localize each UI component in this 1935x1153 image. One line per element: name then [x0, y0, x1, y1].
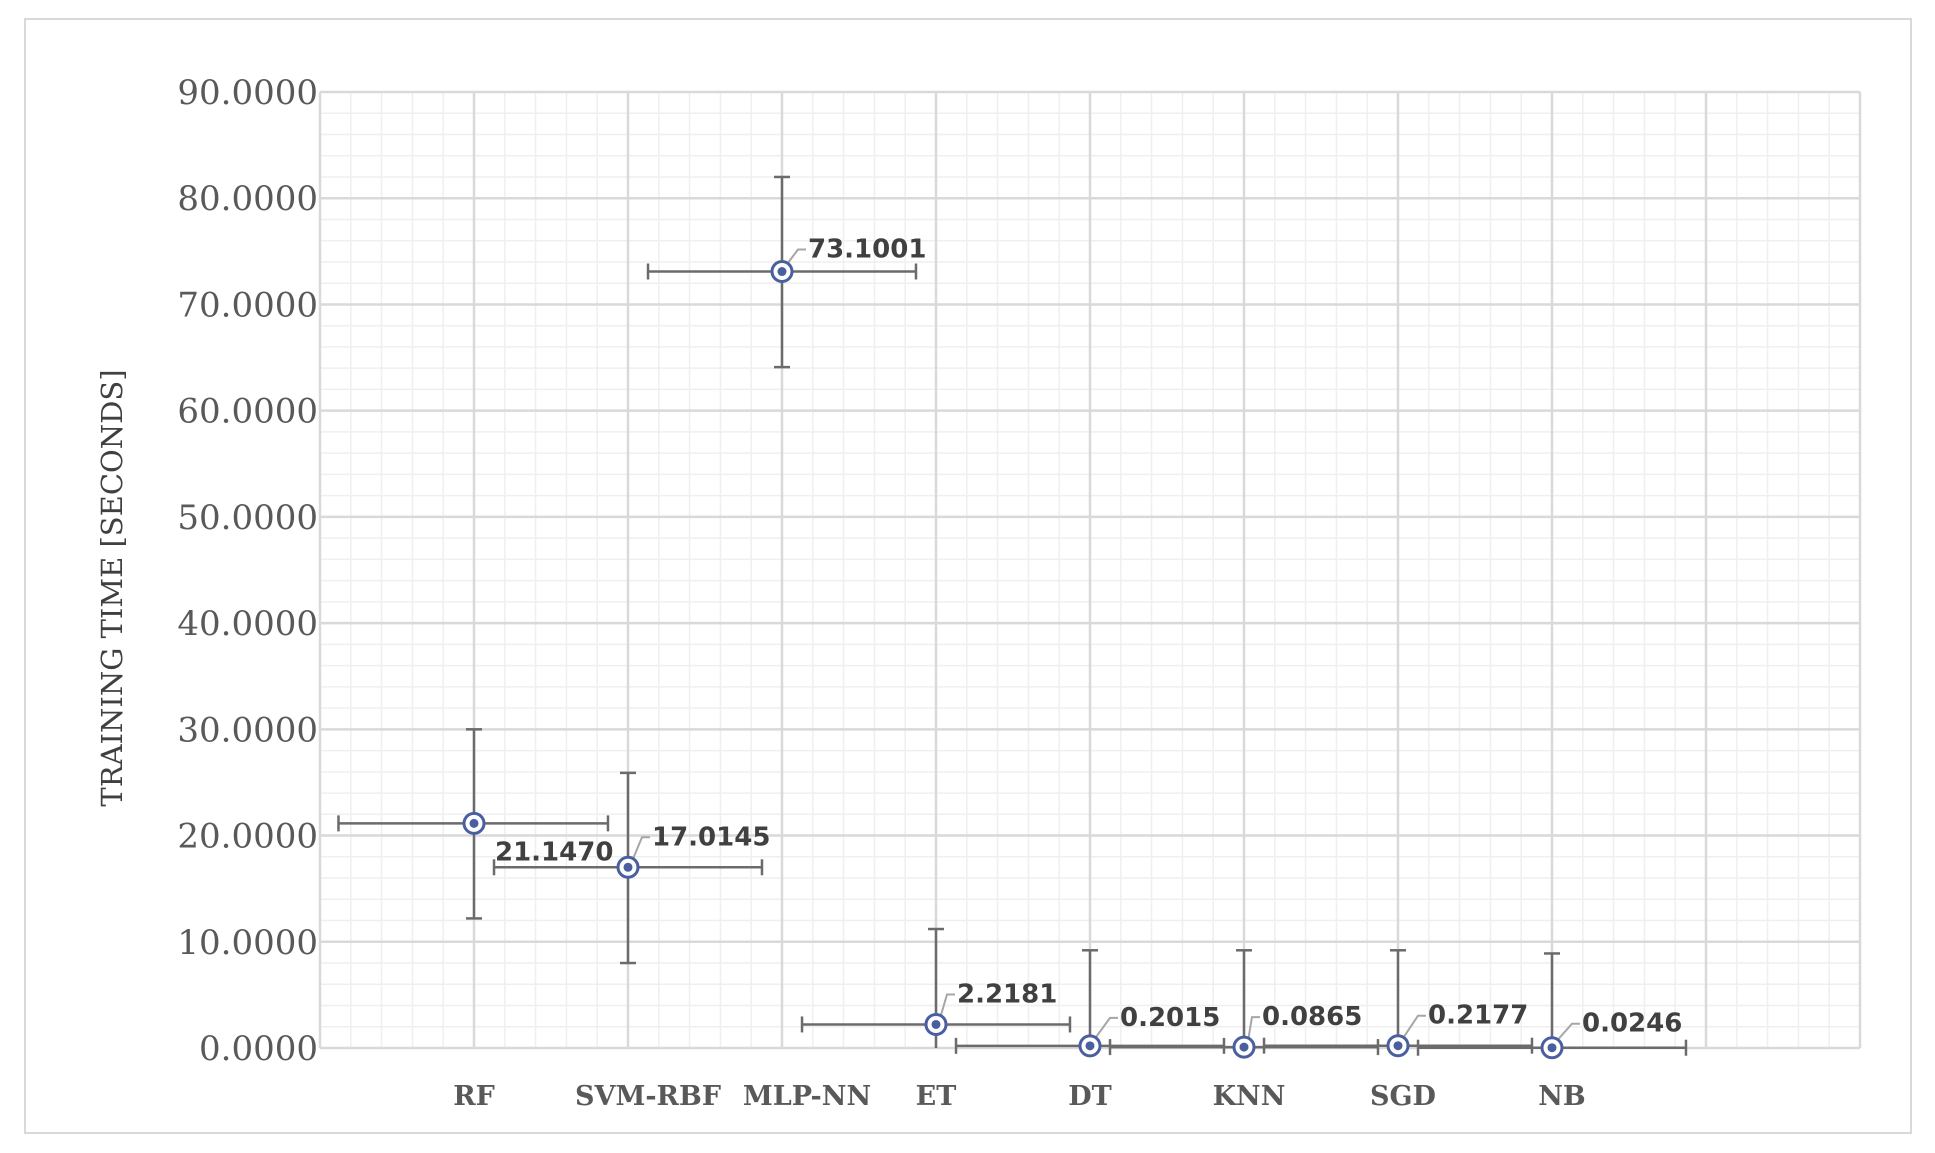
data-points — [462, 260, 1564, 1060]
leader-line — [1555, 1022, 1580, 1043]
y-tick-label: 80.0000 — [177, 179, 318, 219]
x-tick-label: NB — [1538, 1081, 1586, 1112]
y-tick-label: 20.0000 — [177, 817, 318, 857]
leader-line — [1401, 1014, 1426, 1041]
x-tick-label: MLP-NN — [743, 1081, 871, 1112]
x-tick-label: ET — [916, 1081, 957, 1112]
data-point-marker-center — [1393, 1041, 1403, 1051]
leader-line — [1093, 1016, 1118, 1041]
data-point-marker-center — [931, 1019, 941, 1029]
data-label: 21.1470 — [495, 837, 613, 867]
y-tick-label: 60.0000 — [177, 392, 318, 432]
data-point-marker-center — [777, 267, 787, 277]
y-tick-label: 0.0000 — [199, 1029, 318, 1069]
y-tick-label: 10.0000 — [177, 923, 318, 963]
data-point-marker-center — [469, 818, 479, 828]
x-tick-label: SVM-RBF — [575, 1081, 721, 1112]
y-axis-title: TRAINING TIME [SECONDS] — [95, 369, 129, 806]
data-label: 0.2177 — [1428, 1001, 1528, 1031]
y-tick-label: 40.0000 — [177, 604, 318, 644]
data-label: 0.0246 — [1582, 1009, 1682, 1039]
data-label-leader-lines — [631, 248, 1580, 1043]
data-point-marker-center — [1085, 1041, 1095, 1051]
data-label: 0.2015 — [1120, 1003, 1220, 1033]
x-tick-label: RF — [453, 1081, 495, 1112]
x-tick-label: DT — [1068, 1081, 1112, 1112]
x-tick-label: SGD — [1370, 1081, 1436, 1112]
leader-line — [631, 836, 650, 862]
y-tick-label: 50.0000 — [177, 498, 318, 538]
y-axis-tick-labels: 0.0000 10.0000 20.0000 30.0000 40.0000 50.000… — [177, 73, 318, 1069]
major-gridlines — [318, 90, 1862, 1050]
data-point-marker-center — [623, 862, 633, 872]
error-bars — [337, 175, 1688, 1056]
data-label: 2.2181 — [957, 979, 1057, 1009]
leader-line — [939, 993, 955, 1019]
y-tick-label: 70.0000 — [177, 285, 318, 325]
data-label: 0.0865 — [1262, 1002, 1362, 1032]
y-tick-label: 90.0000 — [177, 73, 318, 113]
y-tick-label: 30.0000 — [177, 710, 318, 750]
data-label: 17.0145 — [652, 822, 770, 852]
leader-line — [1247, 1016, 1260, 1042]
data-point-marker-center — [1547, 1043, 1557, 1053]
data-label: 73.1001 — [808, 235, 926, 265]
leader-line — [785, 248, 806, 267]
data-point-marker-center — [1239, 1042, 1249, 1052]
data-labels: 21.1470 17.0145 73.1001 2.2181 0.2015 0.0865 0… — [495, 235, 1682, 1039]
x-tick-label: KNN — [1213, 1081, 1286, 1112]
x-axis-tick-labels: RF SVM-RBF MLP-NN ET DT KNN SGD NB — [453, 1081, 1586, 1112]
chart-frame — [24, 18, 1912, 1134]
